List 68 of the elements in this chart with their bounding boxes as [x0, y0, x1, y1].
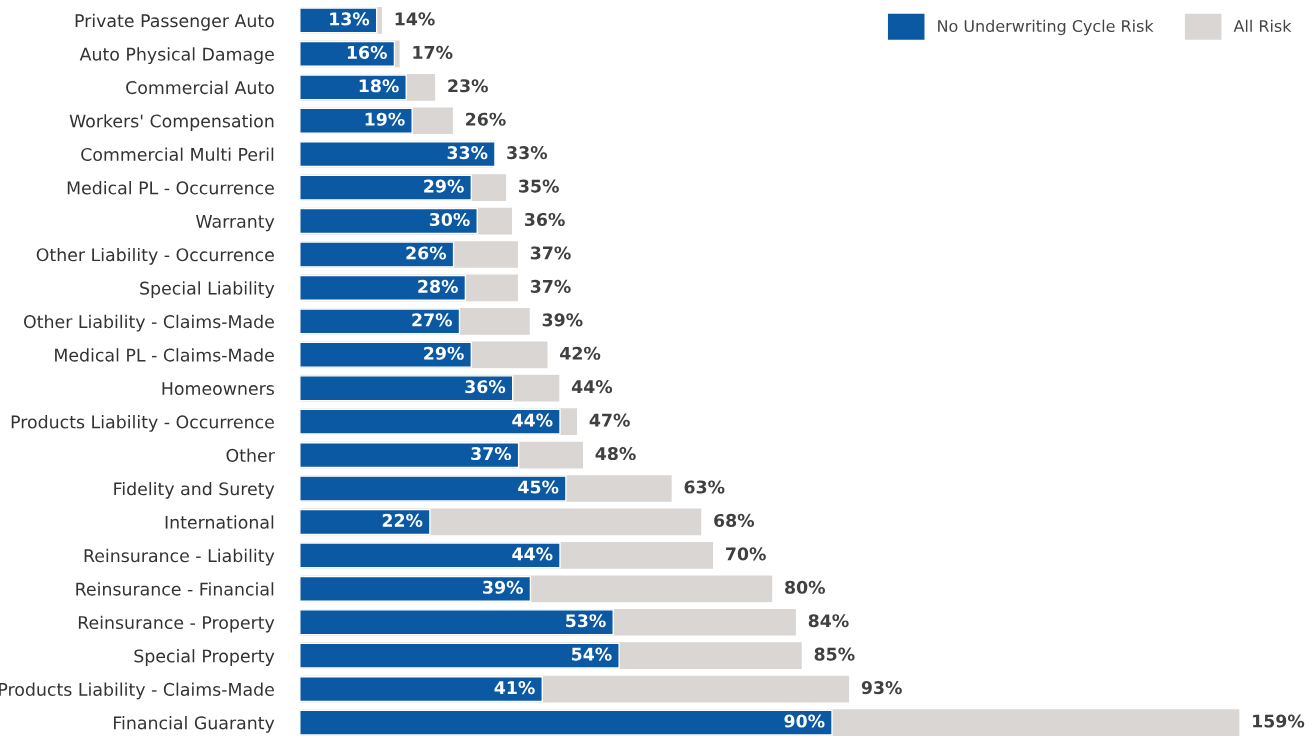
data-label: 39%: [483, 580, 523, 594]
y-tick-label: Reinsurance - Property: [78, 615, 275, 633]
y-tick-label: Homeowners: [162, 382, 274, 396]
y-tick-label: International: [165, 515, 274, 529]
y-tick-label: Medical PL - Claims-Made: [55, 348, 274, 362]
y-tick-label: Commercial Auto: [126, 80, 274, 95]
data-label: 42%: [560, 346, 601, 360]
data-label: 36%: [465, 380, 506, 394]
data-label: 68%: [714, 513, 755, 527]
data-label: 37%: [530, 246, 571, 260]
data-label: 44%: [571, 380, 613, 394]
data-label: 45%: [518, 480, 559, 494]
data-label: 27%: [412, 313, 452, 327]
data-label: 159%: [1253, 714, 1305, 728]
data-label: 36%: [524, 212, 565, 227]
data-label: 28%: [418, 279, 458, 293]
data-label: 33%: [507, 146, 548, 160]
data-label: 29%: [424, 346, 464, 360]
y-tick-label: Warranty: [196, 214, 275, 232]
y-tick-label: Financial Guaranty: [114, 715, 275, 733]
y-tick-label: Special Property: [134, 649, 275, 666]
data-label: 26%: [406, 246, 447, 260]
data-label: 63%: [684, 480, 725, 494]
data-label: 93%: [861, 681, 902, 695]
y-tick-label: Reinsurance - Liability: [84, 548, 275, 566]
y-tick-label: Private Passenger Auto: [75, 13, 274, 31]
data-label: 17%: [413, 45, 453, 59]
y-tick-label: Other Liability - Claims-Made: [24, 314, 274, 332]
y-tick-label: Workers' Compensation: [69, 114, 274, 131]
y-tick-label: Commercial Multi Peril: [81, 147, 274, 162]
data-label: 80%: [785, 580, 825, 594]
data-label: 54%: [571, 647, 612, 661]
data-label: 26%: [466, 112, 506, 126]
data-label: 90%: [784, 714, 825, 728]
y-tick-label: Auto Physical Damage: [79, 47, 274, 65]
legend-label: No Underwriting Cycle Risk: [938, 19, 1154, 36]
data-label: 16%: [347, 45, 387, 59]
y-tick-label: Reinsurance - Financial: [76, 582, 274, 596]
data-label: 35%: [519, 179, 559, 193]
data-label: 44%: [512, 547, 553, 561]
y-tick-label: Other: [226, 448, 275, 462]
data-label: 53%: [566, 614, 606, 628]
y-tick-label: Medical PL - Occurrence: [67, 181, 274, 195]
y-tick-label: Products Liability - Claims-Made: [0, 682, 274, 700]
data-label: 85%: [814, 647, 855, 661]
legend-label: All Risk: [1233, 19, 1292, 33]
data-label: 33%: [447, 146, 488, 160]
y-tick-label: Fidelity and Surety: [114, 481, 275, 499]
y-tick-label: Products Liability - Occurrence: [11, 415, 274, 432]
data-label: 19%: [365, 112, 405, 126]
data-label: 37%: [471, 446, 512, 461]
data-label: 30%: [429, 212, 470, 227]
data-label: 84%: [808, 614, 849, 628]
data-label: 14%: [395, 12, 435, 26]
data-label: 41%: [494, 681, 535, 695]
data-label: 44%: [512, 413, 553, 427]
y-tick-label: Special Liability: [140, 281, 275, 299]
data-label: 70%: [726, 547, 766, 561]
data-label: 13%: [330, 12, 370, 26]
data-label: 48%: [595, 446, 636, 461]
data-label: 39%: [542, 313, 583, 327]
data-label: 18%: [359, 79, 399, 93]
data-label: 37%: [530, 279, 571, 293]
data-label: 22%: [382, 513, 423, 527]
data-label: 47%: [589, 413, 630, 427]
y-tick-label: Other Liability - Occurrence: [36, 247, 274, 265]
data-label: 23%: [448, 79, 488, 93]
data-label: 29%: [424, 179, 464, 193]
